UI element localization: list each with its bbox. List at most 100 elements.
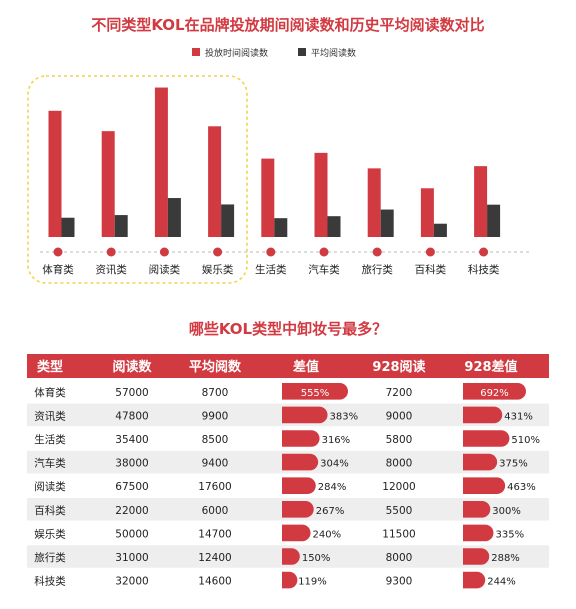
cell-reads: 57000: [115, 387, 148, 399]
cell-avg: 12400: [198, 552, 231, 564]
column-header-4: 差值: [293, 359, 319, 375]
cell-reads928: 9300: [386, 576, 413, 588]
cell-reads: 47800: [115, 410, 148, 422]
diff-bar: [282, 548, 300, 565]
bar-reads-7: [367, 168, 381, 237]
diff-bar: [282, 477, 316, 494]
cell-diff928: 431%: [504, 411, 533, 422]
cell-diff: 150%: [302, 553, 331, 564]
cell-avg: 8500: [202, 434, 229, 446]
bar-avg-8: [433, 223, 447, 237]
cell-avg: 17600: [198, 481, 231, 493]
cell-reads928: 11500: [382, 528, 415, 540]
cell-avg: 9900: [202, 410, 229, 422]
bar-avg-6: [327, 216, 341, 237]
table-row: 娱乐类 50000 14700 11500 240% 335%: [27, 521, 549, 545]
column-header-3: 平均阅数: [189, 359, 242, 375]
category-label-2: 资讯类: [95, 263, 127, 276]
diff928-bar: [463, 453, 498, 471]
cell-type: 科技类: [34, 575, 66, 588]
axis-marker-2: [106, 247, 116, 257]
cell-reads928: 8000: [386, 458, 413, 470]
category-label-6: 汽车类: [308, 263, 340, 276]
cell-diff928: 288%: [491, 553, 520, 564]
diff-bar: [282, 571, 298, 589]
diff928-bar: [463, 524, 494, 542]
bar-reads-3: [154, 87, 168, 238]
cell-reads928: 5800: [386, 434, 413, 446]
cell-diff928: 244%: [487, 577, 516, 588]
table-row: 科技类 32000 14600 9300 119% 244%: [27, 568, 549, 592]
table-header-bg: [27, 354, 549, 378]
legend-label-1: 投放时间阅读数: [205, 47, 268, 59]
cell-type: 百科类: [34, 504, 66, 517]
column-header-2: 阅读数: [112, 359, 152, 375]
cell-reads: 32000: [115, 576, 148, 588]
bar-reads-4: [208, 126, 222, 237]
axis-marker-4: [213, 247, 223, 257]
bar-avg-7: [380, 209, 394, 237]
chart-title: 不同类型KOL在品牌投放期间阅读数和历史平均阅读数对比: [91, 16, 484, 34]
cell-diff928: 692%: [480, 388, 509, 399]
legend-swatch-1: [192, 48, 200, 56]
cell-reads928: 5500: [386, 505, 413, 517]
category-label-7: 旅行类: [361, 263, 393, 276]
cell-type: 汽车类: [34, 457, 66, 470]
cell-diff: 267%: [316, 506, 345, 517]
cell-avg: 6000: [202, 505, 229, 517]
diff-bar: [282, 453, 319, 471]
table-row: 汽车类 38000 9400 8000 304% 375%: [27, 450, 549, 474]
diff928-bar: [463, 548, 490, 565]
cell-type: 资讯类: [34, 409, 66, 422]
diff-bar: [282, 406, 328, 424]
legend-swatch-2: [298, 48, 306, 56]
cell-type: 旅行类: [34, 551, 66, 564]
cell-reads928: 12000: [382, 481, 415, 493]
cell-diff928: 463%: [507, 482, 536, 493]
axis-marker-3: [159, 247, 169, 257]
cell-type: 生活类: [34, 433, 66, 446]
table-title: 哪些KOL类型中卸妆号最多？: [189, 320, 387, 338]
category-label-5: 生活类: [255, 263, 287, 276]
bar-avg-1: [61, 217, 75, 237]
axis-marker-6: [319, 247, 329, 257]
cell-avg: 14700: [198, 528, 231, 540]
cell-reads928: 9000: [386, 410, 413, 422]
table-row: 百科类 22000 6000 5500 267% 300%: [27, 498, 549, 521]
table-row: 生活类 35400 8500 5800 316% 510%: [27, 427, 549, 450]
bar-reads-6: [314, 152, 328, 237]
diff-bar: [282, 430, 320, 447]
cell-reads928: 7200: [386, 387, 413, 399]
cell-reads: 22000: [115, 505, 148, 517]
axis-marker-9: [479, 247, 489, 257]
bar-reads-1: [48, 110, 62, 237]
bar-reads-5: [261, 158, 275, 237]
cell-reads: 38000: [115, 458, 148, 470]
cell-avg: 14600: [198, 576, 231, 588]
diff-bar: [282, 501, 314, 518]
axis-marker-5: [266, 247, 276, 257]
diff-bar: [282, 524, 311, 542]
axis-marker-8: [425, 247, 435, 257]
cell-reads: 50000: [115, 528, 148, 540]
cell-diff928: 300%: [492, 506, 521, 517]
cell-reads: 67500: [115, 481, 148, 493]
bar-reads-9: [474, 166, 488, 237]
cell-diff928: 375%: [499, 459, 528, 470]
cell-diff: 240%: [313, 529, 342, 540]
diff928-bar: [463, 571, 486, 589]
cell-type: 娱乐类: [34, 527, 66, 540]
axis-marker-7: [372, 247, 382, 257]
cell-diff928: 510%: [511, 435, 540, 446]
cell-reads928: 8000: [386, 552, 413, 564]
cell-diff: 119%: [298, 577, 327, 588]
table-row: 体育类 57000 8700 7200 555% 692%: [27, 380, 549, 403]
cell-diff: 304%: [320, 459, 349, 470]
bar-reads-2: [101, 131, 115, 237]
cell-reads: 31000: [115, 552, 148, 564]
diff-bar: [282, 383, 348, 400]
cell-avg: 9400: [202, 458, 229, 470]
category-label-8: 百科类: [415, 263, 447, 276]
bar-avg-9: [487, 204, 501, 237]
